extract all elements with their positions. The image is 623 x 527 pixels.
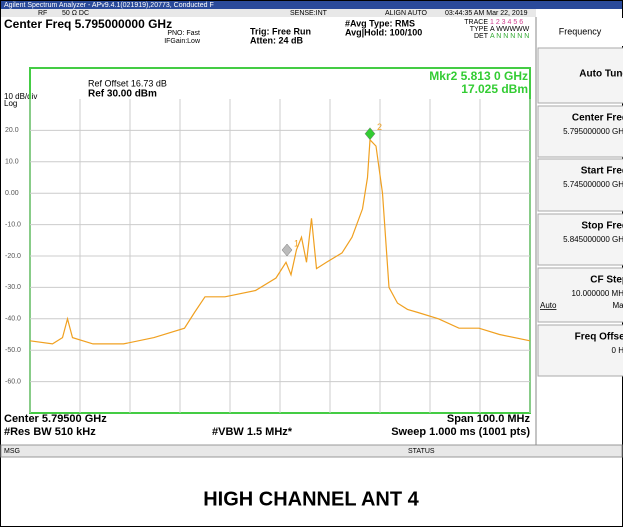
menu-title: Frequency [559, 26, 602, 36]
status-row [1, 9, 536, 17]
marker-label: 2 [377, 122, 382, 132]
trace [29, 138, 531, 345]
menu-button[interactable] [537, 105, 623, 158]
menu-value: 5.845000000 GHz [563, 235, 623, 244]
menu-option[interactable]: Auto [540, 301, 557, 310]
msg: MSG [4, 448, 20, 455]
marker [364, 127, 376, 141]
status: 50 Ω DC [62, 10, 89, 17]
trace-value: 1 2 3 4 5 6 [490, 19, 523, 26]
ref-level: Ref 30.00 dBm [88, 89, 157, 100]
status: 03:44:35 AM Mar 22, 2019 [445, 10, 528, 17]
menu-option[interactable]: Man [612, 301, 623, 310]
menu-label: Center Freq [572, 113, 623, 124]
status-label: STATUS [408, 448, 435, 455]
menu-title-bg [537, 18, 623, 46]
ref-offset: Ref Offset 16.73 dB [88, 78, 167, 88]
menu-button[interactable] [537, 324, 623, 377]
y-tick-label: -30.0 [5, 284, 21, 291]
caption: HIGH CHANNEL ANT 4 [203, 488, 419, 510]
y-tick-label: 0.00 [5, 190, 19, 197]
menu-value: 5.745000000 GHz [563, 180, 623, 189]
trace-value: A N N N N N [490, 33, 529, 40]
y-tick-label: 10.0 [5, 159, 19, 166]
y-tick-label: 20.0 [5, 127, 19, 134]
y-tick-label: -40.0 [5, 316, 21, 323]
trace-value: A WWWWW [490, 26, 530, 33]
span: Span 100.0 MHz [447, 413, 531, 425]
menu-label: Stop Freq [581, 221, 623, 232]
y-tick-label: -50.0 [5, 347, 21, 354]
trace-label: DET [474, 33, 489, 40]
menu-label: CF Step [590, 275, 623, 286]
title: Agilent Spectrum Analyzer - APv9.4.1(021… [4, 2, 214, 9]
menu-button[interactable] [537, 213, 623, 266]
message-bar [0, 444, 623, 458]
marker-label: 1 [294, 238, 299, 248]
atten: Atten: 24 dB [250, 35, 304, 45]
vbw: #VBW 1.5 MHz* [212, 426, 293, 438]
y-tick-label: -60.0 [5, 378, 21, 385]
status: RF [38, 10, 47, 17]
menu-value: 10.000000 MHz [572, 289, 623, 298]
marker-freq: Mkr2 5.813 0 GHz [429, 69, 528, 83]
menu-value: 5.795000000 GHz [563, 127, 623, 136]
menu-button[interactable] [537, 47, 623, 104]
pno: PNO: Fast [167, 30, 200, 37]
menu-value: 0 Hz [612, 346, 623, 355]
menu-button[interactable] [537, 158, 623, 212]
status: ALIGN AUTO [385, 10, 427, 17]
rbw: #Res BW 510 kHz [4, 426, 96, 438]
trace-label: TRACE [464, 19, 488, 26]
sweep: Sweep 1.000 ms (1001 pts) [391, 426, 530, 438]
trace-label: TYPE [470, 26, 489, 33]
marker [281, 243, 293, 257]
log: Log [4, 99, 17, 108]
title-bar [1, 1, 622, 9]
menu-button[interactable] [537, 267, 623, 323]
avg-type: #Avg Type: RMS [345, 18, 415, 28]
center-freq: Center Freq 5.795000000 GHz [4, 17, 172, 31]
scale: 10 dB/div [4, 92, 37, 101]
menu-label: Auto Tune [579, 69, 623, 80]
menu-label: Freq Offset [575, 332, 623, 343]
menu-label: Start Freq [581, 166, 623, 177]
center: Center 5.79500 GHz [4, 413, 107, 425]
y-tick-label: -20.0 [5, 253, 21, 260]
marker-level: 17.025 dBm [461, 82, 528, 96]
avg-hold: Avg|Hold: 100/100 [345, 27, 422, 37]
ifgain: IFGain:Low [164, 38, 201, 45]
trig: Trig: Free Run [250, 26, 311, 36]
status: SENSE:INT [290, 10, 328, 17]
y-tick-label: -10.0 [5, 221, 21, 228]
